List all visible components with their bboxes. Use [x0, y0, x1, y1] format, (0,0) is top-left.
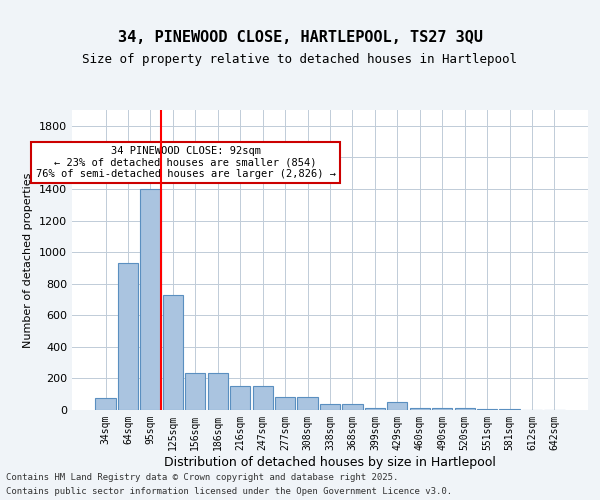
Bar — [185, 373, 205, 410]
Bar — [163, 294, 183, 410]
Bar — [499, 409, 520, 410]
X-axis label: Distribution of detached houses by size in Hartlepool: Distribution of detached houses by size … — [164, 456, 496, 468]
Bar — [320, 404, 340, 410]
Bar — [275, 398, 295, 410]
Text: Size of property relative to detached houses in Hartlepool: Size of property relative to detached ho… — [83, 52, 517, 66]
Bar — [365, 408, 385, 410]
Text: Contains HM Land Registry data © Crown copyright and database right 2025.: Contains HM Land Registry data © Crown c… — [6, 472, 398, 482]
Text: Contains public sector information licensed under the Open Government Licence v3: Contains public sector information licen… — [6, 488, 452, 496]
Bar — [455, 408, 475, 410]
Bar — [387, 402, 407, 410]
Bar — [118, 263, 138, 410]
Bar — [140, 189, 161, 410]
Y-axis label: Number of detached properties: Number of detached properties — [23, 172, 34, 348]
Bar — [432, 408, 452, 410]
Bar — [95, 398, 116, 410]
Bar — [208, 373, 228, 410]
Bar — [410, 408, 430, 410]
Bar — [477, 409, 497, 410]
Text: 34, PINEWOOD CLOSE, HARTLEPOOL, TS27 3QU: 34, PINEWOOD CLOSE, HARTLEPOOL, TS27 3QU — [118, 30, 482, 45]
Bar — [253, 386, 273, 410]
Bar — [230, 386, 250, 410]
Bar — [343, 404, 362, 410]
Bar — [298, 398, 317, 410]
Text: 34 PINEWOOD CLOSE: 92sqm
← 23% of detached houses are smaller (854)
76% of semi-: 34 PINEWOOD CLOSE: 92sqm ← 23% of detach… — [35, 146, 335, 179]
